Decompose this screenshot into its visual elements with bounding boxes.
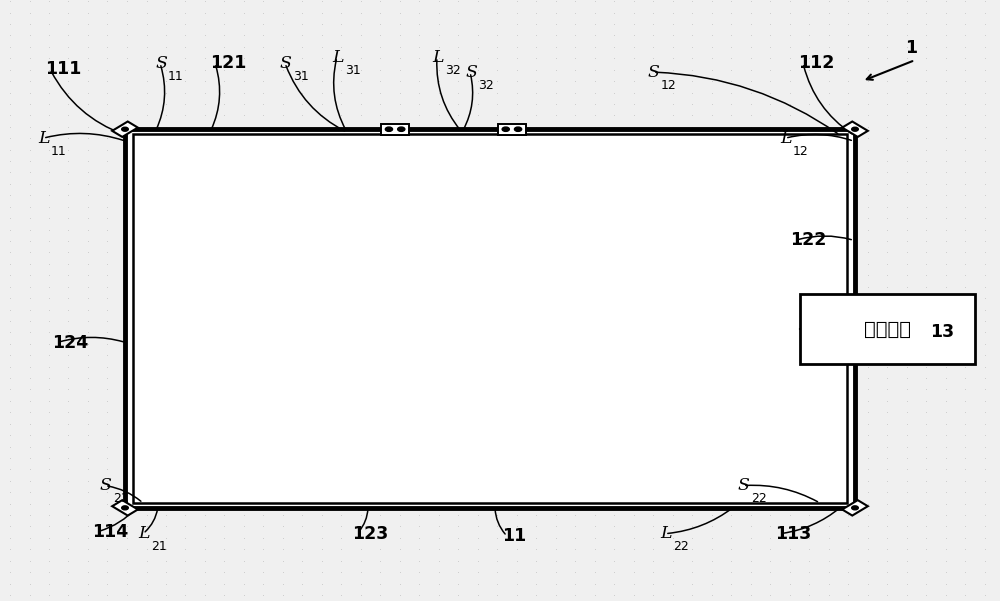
Text: 22: 22 [751, 492, 767, 505]
Text: 111: 111 [45, 60, 81, 78]
Text: 121: 121 [210, 54, 246, 72]
Text: 31: 31 [345, 64, 361, 77]
Text: 114: 114 [92, 523, 128, 541]
Text: 21: 21 [113, 492, 129, 505]
Text: 122: 122 [790, 231, 826, 249]
Bar [133, 134, 847, 503]
Circle shape [398, 127, 405, 132]
Bar [800, 294, 975, 364]
Text: S: S [648, 64, 660, 81]
Text: 11: 11 [168, 70, 184, 83]
Text: 12: 12 [661, 79, 677, 92]
Text: S: S [465, 64, 477, 81]
Text: S: S [100, 477, 112, 494]
Circle shape [514, 127, 522, 132]
Text: 11: 11 [502, 527, 526, 545]
Text: L: L [38, 130, 50, 147]
Circle shape [852, 127, 858, 131]
Text: 32: 32 [445, 64, 461, 77]
Bar [125, 129, 855, 508]
Bar [498, 124, 526, 135]
Circle shape [852, 506, 858, 510]
Text: 32: 32 [478, 79, 494, 92]
Polygon shape [842, 500, 868, 516]
Circle shape [502, 127, 509, 132]
Text: S: S [738, 477, 750, 494]
Circle shape [385, 127, 393, 132]
Text: 11: 11 [51, 145, 67, 158]
Text: S: S [280, 55, 292, 72]
Circle shape [122, 127, 128, 131]
Bar [125, 129, 855, 508]
Text: 112: 112 [798, 54, 834, 72]
Text: L: L [332, 49, 344, 66]
Text: 31: 31 [293, 70, 309, 83]
Polygon shape [112, 121, 138, 137]
Circle shape [122, 506, 128, 510]
Text: 22: 22 [673, 540, 689, 554]
Text: 113: 113 [775, 525, 811, 543]
Polygon shape [112, 500, 138, 516]
Text: 21: 21 [151, 540, 167, 554]
Text: 13: 13 [930, 323, 954, 341]
Text: L: L [780, 130, 792, 147]
Text: L: L [432, 49, 444, 66]
Text: L: L [660, 525, 672, 542]
Text: 124: 124 [52, 334, 88, 352]
Polygon shape [842, 121, 868, 137]
Text: S: S [155, 55, 167, 72]
Bar [381, 124, 409, 135]
Text: 123: 123 [352, 525, 388, 543]
Text: 12: 12 [793, 145, 809, 158]
Text: 处理单元: 处理单元 [864, 320, 911, 338]
Text: 1: 1 [905, 39, 917, 57]
Text: L: L [138, 525, 150, 542]
